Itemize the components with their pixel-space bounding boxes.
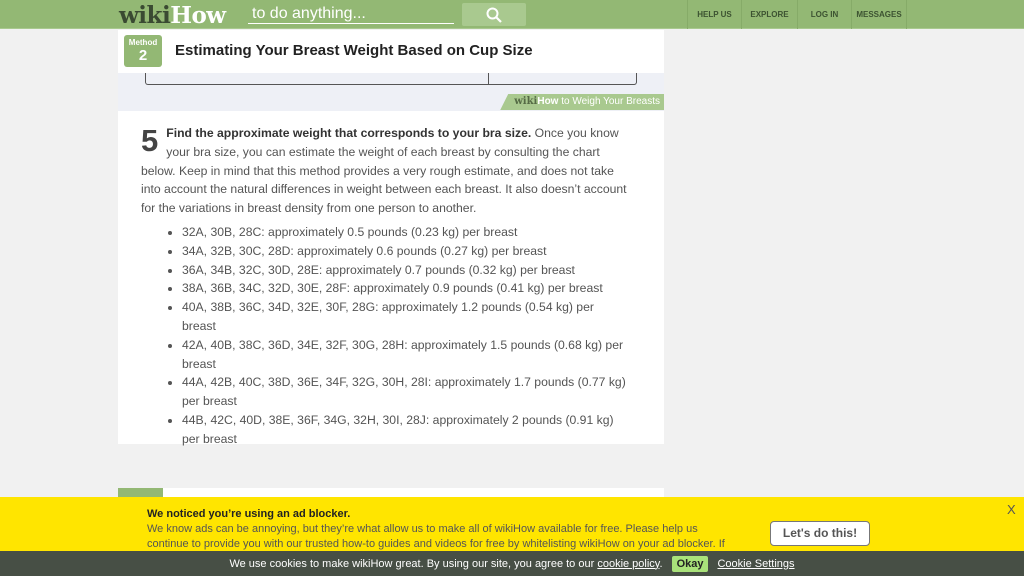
weight-list: 32A, 30B, 28C: approximately 0.5 pounds … [182,223,628,449]
list-item: 42A, 40B, 38C, 36D, 34E, 32F, 30G, 28H: … [182,336,628,374]
cookie-bar: We use cookies to make wikiHow great. By… [0,551,1024,576]
search-icon [486,7,502,23]
nav-help-us[interactable]: HELP US [687,0,741,29]
nav-explore[interactable]: EXPLORE [741,0,797,29]
step-image: wikiHow to Weigh Your Breasts [118,69,664,111]
cookie-settings-link[interactable]: Cookie Settings [717,557,795,570]
list-item: 40A, 38B, 36C, 34D, 32E, 30F, 28G: appro… [182,298,628,336]
step-text: Find the approximate weight that corresp… [141,126,627,216]
list-item: 36A, 34B, 32C, 30D, 28E: approximately 0… [182,261,628,280]
nav-log-in[interactable]: LOG IN [797,0,851,29]
list-item: 44A, 42B, 40C, 38D, 36E, 34F, 32G, 30H, … [182,373,628,411]
top-header: wikiHow to do anything... HELP US EXPLOR… [0,0,1024,29]
cookie-text: We use cookies to make wikiHow great. By… [229,557,663,570]
method-title: Estimating Your Breast Weight Based on C… [175,42,533,59]
adblock-banner: We noticed you’re using an ad blocker. W… [0,497,1024,551]
step-number: 5 [141,123,159,158]
search-input[interactable]: to do anything... [248,4,454,24]
list-item: 38A, 36B, 34C, 32D, 30E, 28F: approximat… [182,279,628,298]
okay-button[interactable]: Okay [671,555,709,572]
adblock-title: We noticed you’re using an ad blocker. [147,508,351,520]
wikihow-logo[interactable]: wikiHow [119,2,226,29]
close-icon[interactable]: X [1007,502,1016,517]
nav-messages[interactable]: MESSAGES [851,0,907,29]
lets-do-this-button[interactable]: Let's do this! [770,521,870,546]
cookie-policy-link[interactable]: cookie policy [597,557,660,570]
step-5: 5 Find the approximate weight that corre… [118,111,664,446]
list-item: 34A, 32B, 30C, 28D: approximately 0.6 po… [182,242,628,261]
list-item: 44B, 42C, 40D, 38E, 36F, 34G, 32H, 30I, … [182,411,628,449]
method-header: Method 2 Estimating Your Breast Weight Ba… [118,30,664,73]
list-item: 32A, 30B, 28C: approximately 0.5 pounds … [182,223,628,242]
method-badge: Method 2 [124,35,162,67]
search-button[interactable] [462,3,526,26]
adblock-body: We know ads can be annoying, but they’re… [147,523,725,550]
chart-table-fragment [145,69,637,85]
image-caption: wikiHow to Weigh Your Breasts [500,94,664,110]
